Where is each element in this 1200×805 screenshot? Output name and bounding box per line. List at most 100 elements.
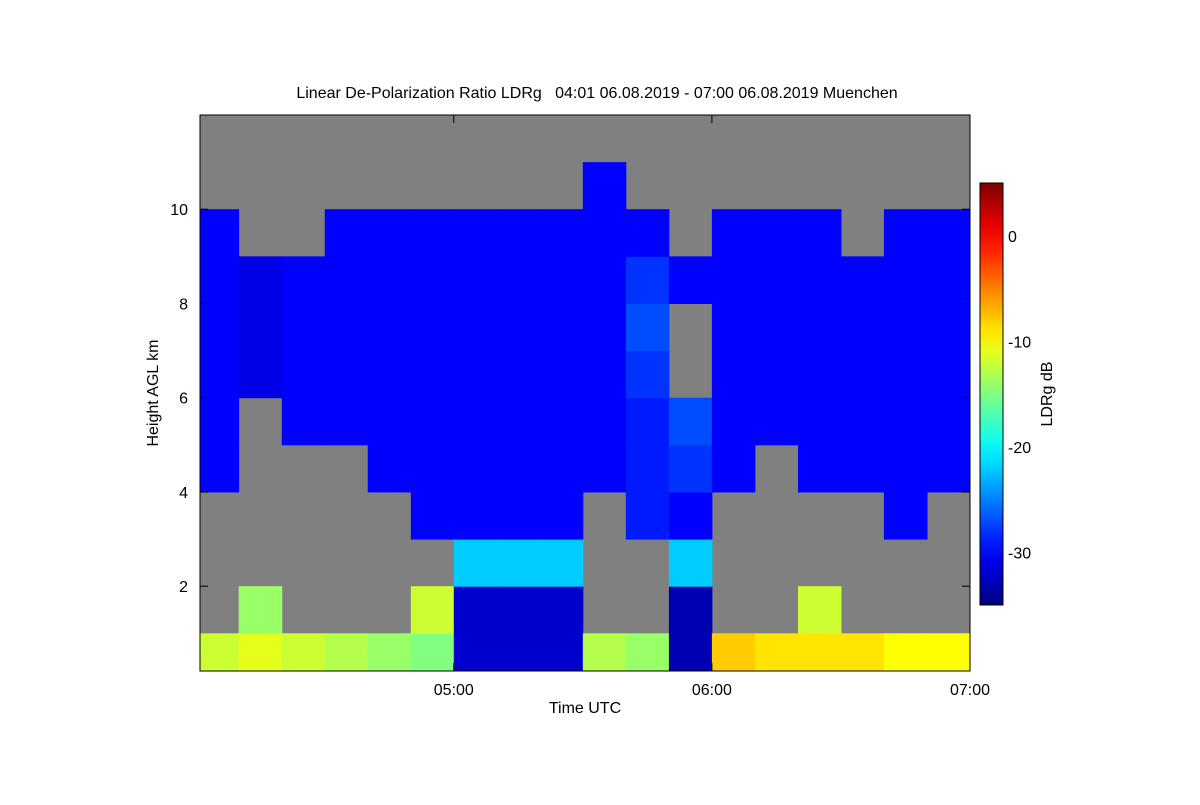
heatmap-cell [625, 444, 670, 493]
y-axis-label: Height AGL km [145, 339, 162, 446]
heatmap-cell [582, 303, 627, 352]
heatmap-cell [539, 209, 584, 257]
heatmap-cell [324, 633, 369, 671]
heatmap-cell [367, 256, 412, 304]
heatmap-cell [797, 586, 842, 634]
heatmap-cell [840, 397, 885, 446]
heatmap-cell [453, 633, 498, 671]
heatmap-cell [453, 491, 498, 540]
heatmap-cell [324, 209, 369, 257]
heatmap-cell [324, 256, 369, 304]
y-tick-label: 2 [179, 579, 188, 596]
heatmap-cell [200, 256, 240, 304]
heatmap-cell [200, 350, 240, 399]
heatmap-cell [711, 256, 756, 304]
heatmap-cell [410, 491, 455, 540]
heatmap-cell [453, 209, 498, 257]
heatmap-cell [496, 539, 541, 587]
heatmap-cell [625, 491, 670, 540]
heatmap-cell [625, 633, 670, 671]
heatmap-cell [539, 633, 584, 671]
y-tick-label: 10 [170, 202, 188, 219]
y-tick-label: 4 [179, 485, 188, 502]
colorbar [979, 182, 1004, 606]
heatmap-cell [840, 350, 885, 399]
heatmap-cell [625, 397, 670, 446]
heatmap-cell [410, 350, 455, 399]
heatmap-cell [754, 256, 799, 304]
heatmap-cell [582, 444, 627, 493]
heatmap-cell [496, 350, 541, 399]
x-tick-label: 06:00 [692, 682, 732, 699]
heatmap-cell [625, 209, 670, 257]
heatmap-cell [539, 444, 584, 493]
heatmap-cell [927, 350, 970, 399]
heatmap-cell [539, 397, 584, 446]
heatmap-cell [453, 586, 498, 634]
heatmap-cell [668, 256, 713, 304]
heatmap-cell [625, 256, 670, 304]
heatmap-cell [367, 209, 412, 257]
heatmap-cell [367, 397, 412, 446]
heatmap-cell [281, 633, 326, 671]
heatmap-cell [711, 209, 756, 257]
plot-frame [199, 114, 971, 672]
heatmap-cell [883, 256, 928, 304]
heatmap-cell [238, 256, 283, 304]
heatmap-cell [927, 397, 970, 446]
heatmap-cell [797, 350, 842, 399]
heatmap-cell [883, 303, 928, 352]
heatmap-cell [453, 539, 498, 587]
heatmap-cell [754, 303, 799, 352]
heatmap-cell [927, 633, 970, 671]
heatmap-cell [625, 303, 670, 352]
heatmap-cell [539, 303, 584, 352]
heatmap-cell [453, 350, 498, 399]
heatmap-cell [410, 256, 455, 304]
heatmap-cell [410, 303, 455, 352]
heatmap-cell [797, 256, 842, 304]
colorbar-tick-label: -20 [1008, 440, 1031, 457]
heatmap-cell [883, 633, 928, 671]
heatmap-cell [668, 586, 713, 634]
heatmap-cell [797, 209, 842, 257]
heatmap-cell [840, 444, 885, 493]
heatmap-cell [539, 586, 584, 634]
heatmap-cell [539, 491, 584, 540]
heatmap-cell [797, 397, 842, 446]
colorbar-tick-label: -10 [1008, 334, 1031, 351]
heatmap-cell [797, 444, 842, 493]
chart-title: Linear De-Polarization Ratio LDRg 04:01 … [296, 85, 897, 102]
heatmap-cell [668, 633, 713, 671]
colorbar-tick-label: 0 [1008, 229, 1017, 246]
heatmap-cell [668, 491, 713, 540]
heatmap-cell [410, 209, 455, 257]
heatmap-cell [496, 633, 541, 671]
heatmap-cell [582, 633, 627, 671]
heatmap-cell [410, 586, 455, 634]
heatmap-cell [453, 444, 498, 493]
heatmap-cell [324, 397, 369, 446]
heatmap-cell [410, 633, 455, 671]
heatmap-cell [410, 397, 455, 446]
heatmap-cell [625, 350, 670, 399]
heatmap-cell [754, 209, 799, 257]
heatmap-cell [840, 633, 885, 671]
x-axis-label: Time UTC [549, 700, 621, 717]
heatmap-cell [582, 209, 627, 257]
heatmap-cell [840, 256, 885, 304]
heatmap-cell [883, 444, 928, 493]
heatmap-cell [453, 256, 498, 304]
colorbar-tick-label: -30 [1008, 545, 1031, 562]
heatmap-cell [539, 256, 584, 304]
heatmap-cell [200, 444, 240, 493]
heatmap-cell [367, 633, 412, 671]
heatmap-cell [453, 397, 498, 446]
heatmap-cell [200, 209, 240, 257]
colorbar-label: LDRg dB [1039, 362, 1056, 427]
heatmap-cell [711, 350, 756, 399]
heatmap-cell [754, 397, 799, 446]
heatmap-cell [711, 633, 756, 671]
heatmap [200, 162, 970, 671]
